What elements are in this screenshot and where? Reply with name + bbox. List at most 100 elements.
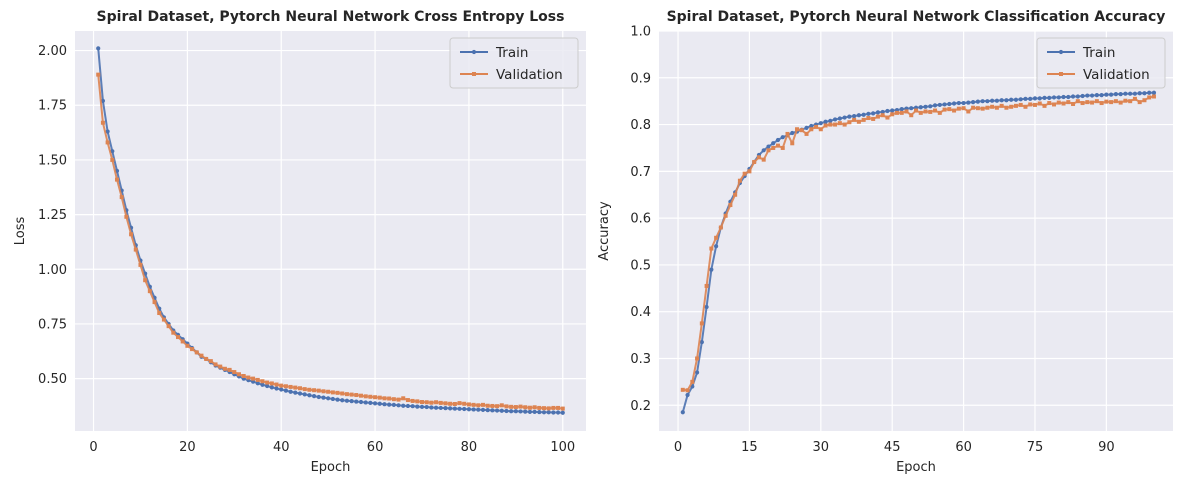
data-point (476, 407, 481, 412)
data-point (833, 122, 838, 127)
data-point (999, 103, 1004, 108)
data-point (956, 100, 961, 106)
data-point (279, 387, 284, 392)
data-point (433, 405, 439, 410)
data-point (828, 118, 833, 123)
data-point (321, 395, 326, 400)
x-tick-label: 0 (89, 440, 97, 455)
data-point (105, 140, 110, 145)
data-point (265, 383, 270, 389)
data-point (985, 99, 990, 104)
data-point (555, 410, 561, 415)
data-point (377, 401, 382, 406)
data-point (947, 107, 952, 112)
y-tick-label: 0.5 (630, 258, 651, 273)
data-point (368, 400, 373, 405)
data-point (985, 105, 990, 110)
data-point (1113, 92, 1118, 97)
data-point (382, 396, 387, 401)
data-point (918, 110, 923, 115)
data-point (274, 382, 279, 387)
data-point (866, 116, 871, 121)
data-point (723, 213, 728, 218)
data-point (124, 214, 129, 219)
data-point (890, 112, 895, 117)
legend-box (1036, 37, 1166, 89)
data-point (363, 400, 368, 405)
data-point (466, 407, 472, 412)
data-point (932, 103, 938, 108)
data-point (509, 409, 514, 414)
data-point (1052, 102, 1057, 107)
data-point (513, 409, 518, 414)
x-tick-label: 20 (179, 440, 196, 455)
data-point (424, 404, 429, 410)
data-point (1132, 91, 1138, 96)
data-point (434, 400, 439, 405)
data-point (105, 129, 110, 134)
data-point (766, 148, 771, 153)
data-point (222, 366, 227, 371)
data-point (509, 404, 514, 409)
data-point (733, 192, 738, 197)
data-point (904, 109, 909, 114)
data-point (852, 117, 857, 122)
data-point (1142, 91, 1147, 96)
data-point (326, 389, 331, 394)
data-point (894, 110, 899, 115)
data-point (185, 343, 190, 348)
data-point (975, 106, 980, 111)
x-axis-label: Epoch (311, 460, 351, 475)
data-point (283, 384, 288, 389)
data-point (504, 404, 509, 409)
data-point (288, 389, 293, 394)
data-point (232, 370, 237, 375)
data-point (1004, 98, 1009, 103)
data-point (1037, 96, 1042, 101)
data-point (452, 401, 457, 406)
data-point (359, 393, 364, 398)
data-point (875, 110, 881, 115)
legend-swatch-marker (1058, 49, 1064, 55)
data-point (1023, 104, 1028, 109)
data-point (490, 408, 495, 413)
data-point (391, 397, 396, 402)
y-tick-label: 2.00 (38, 44, 67, 59)
data-point (133, 247, 138, 252)
data-point (1047, 101, 1052, 106)
data-point (546, 410, 551, 415)
data-point (251, 376, 256, 381)
data-point (401, 403, 406, 408)
data-point (513, 405, 518, 410)
data-point (551, 410, 556, 415)
data-point (297, 386, 302, 391)
data-point (1099, 101, 1104, 106)
data-point (481, 402, 486, 407)
data-point (709, 267, 714, 272)
data-point (100, 120, 105, 125)
data-point (368, 394, 373, 399)
data-point (761, 148, 766, 153)
data-point (799, 128, 804, 133)
y-tick-label: 0.4 (630, 305, 651, 320)
data-point (714, 235, 719, 240)
data-point (255, 377, 260, 382)
data-point (161, 317, 166, 322)
data-point (875, 114, 880, 119)
data-point (354, 393, 359, 398)
data-point (387, 396, 392, 401)
data-point (227, 367, 232, 372)
data-point (990, 98, 995, 103)
data-point (1018, 102, 1023, 107)
data-point (302, 392, 307, 397)
data-point (1037, 101, 1042, 106)
data-point (1109, 100, 1114, 105)
data-point (372, 401, 378, 406)
y-tick-label: 1.25 (38, 208, 67, 223)
data-point (1094, 99, 1099, 104)
data-point (293, 390, 298, 395)
data-point (438, 405, 443, 411)
data-point (1047, 95, 1052, 101)
data-point (373, 395, 378, 400)
data-point (311, 394, 317, 399)
